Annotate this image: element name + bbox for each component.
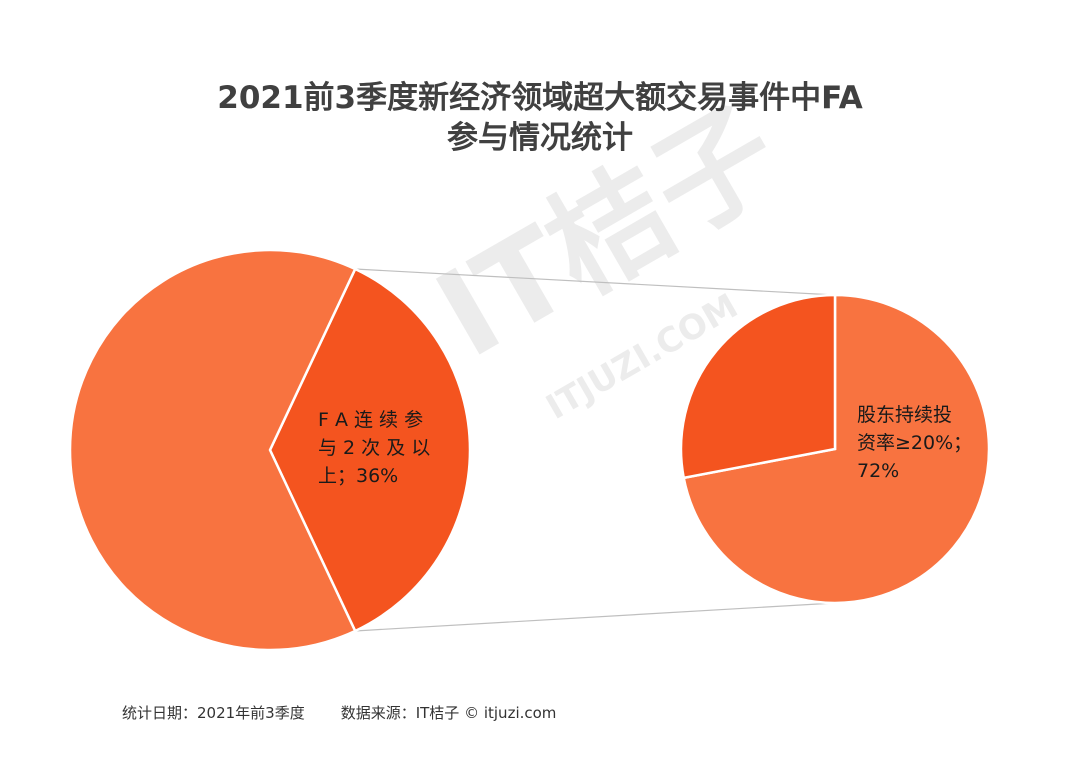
pie-slice-other bbox=[68, 248, 357, 652]
connector-bottom bbox=[355, 602, 836, 632]
chart-title: 2021前3季度新经济领域超大额交易事件中FA 参与情况统计 bbox=[0, 78, 1080, 158]
data-label-right-line-1: 股东持续投 bbox=[857, 404, 952, 426]
footer: 统计日期：2021年前3季度 数据来源：IT桔子 © itjuzi.com bbox=[122, 702, 556, 723]
footer-date: 统计日期：2021年前3季度 bbox=[122, 704, 305, 722]
connector-top bbox=[355, 268, 836, 296]
data-label-left-line-1: F A 连 续 参 bbox=[318, 409, 423, 431]
data-label-right-line-2: 资率≥20%； bbox=[857, 432, 972, 454]
pie-slice-shareholder bbox=[682, 293, 991, 605]
connector-lines bbox=[355, 268, 836, 632]
footer-source: 数据来源：IT桔子 © itjuzi.com bbox=[340, 704, 557, 722]
data-label-left-line-2: 与 2 次 及 以 bbox=[318, 437, 430, 459]
data-label-right-line-3: 72% bbox=[857, 460, 899, 482]
chart-title-line2: 参与情况统计 bbox=[447, 120, 633, 156]
chart-title-line1: 2021前3季度新经济领域超大额交易事件中FA bbox=[217, 80, 863, 116]
main-pie bbox=[68, 248, 472, 652]
pie-slice-fa-repeat bbox=[268, 267, 472, 633]
data-label-left-line-3: 上；36% bbox=[318, 465, 398, 487]
pie-slice-shareholder-other bbox=[679, 293, 837, 480]
secondary-pie bbox=[679, 293, 991, 605]
